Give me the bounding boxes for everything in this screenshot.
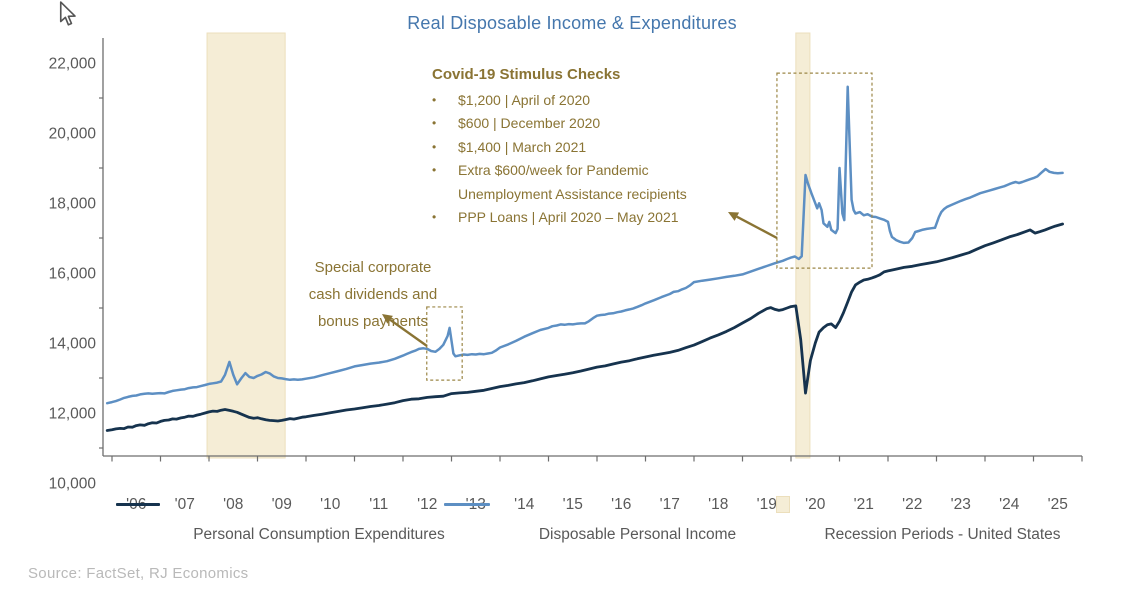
dpi-series-line [105, 85, 1064, 405]
legend-swatch-dpi [444, 503, 490, 506]
x-tick-label: '25 [1048, 496, 1068, 513]
x-tick-label: '10 [320, 496, 341, 513]
y-tick-label: 16,000 [49, 266, 97, 283]
x-tick-label: '22 [902, 496, 922, 513]
x-tick-label: '20 [805, 496, 826, 513]
mouse-cursor-icon [59, 1, 76, 26]
x-tick-label: '18 [708, 496, 728, 513]
annotation-arrowhead [728, 212, 740, 221]
x-tick-label: '11 [369, 496, 388, 513]
dividends-line: bonus payments [317, 313, 429, 330]
x-tick-label: '12 [417, 496, 437, 513]
bullet-dot-icon: • [432, 93, 437, 107]
bullet-dot-icon: • [432, 163, 437, 178]
legend-label-recession: Recession Periods - United States [824, 526, 1061, 543]
stimulus-heading: Covid-19 Stimulus Checks [432, 66, 621, 83]
x-tick-label: '15 [563, 496, 583, 513]
x-tick-label: '19 [757, 496, 777, 513]
x-tick-label: '14 [514, 496, 535, 513]
dividends-line: Special corporate [314, 259, 432, 276]
x-tick-label: '23 [951, 496, 971, 513]
highlight-box [426, 306, 463, 381]
stimulus-bullet: • $1,200 | April of 2020 [432, 89, 762, 112]
x-tick-label: '08 [223, 496, 243, 513]
legend-swatch-pce [116, 503, 160, 506]
x-tick-label: '17 [660, 496, 680, 513]
annotation-arrow-line [736, 215, 778, 240]
y-tick-label: 22,000 [49, 56, 97, 73]
dividends-line: cash dividends and [308, 286, 438, 303]
annotation-arrow-line [389, 318, 428, 347]
stimulus-annotation: Covid-19 Stimulus Checks • $1,200 | April… [432, 62, 762, 229]
stimulus-bullet: • Extra $600/week for Pandemic Unemployme… [432, 159, 762, 206]
pce-series-line [105, 222, 1064, 432]
y-tick-label: 12,000 [49, 406, 97, 423]
x-tick-label: '07 [175, 496, 195, 513]
stimulus-bullet: • $1,400 | March 2021 [432, 136, 762, 159]
x-tick-label: '16 [611, 496, 631, 513]
stimulus-bullet: • PPP Loans | April 2020 – May 2021 [432, 206, 762, 229]
legend-swatch-recession [776, 496, 790, 513]
chart-title: Real Disposable Income & Expenditures [407, 13, 737, 33]
bullet-dot-icon: • [432, 139, 437, 154]
y-tick-label: 10,000 [49, 476, 97, 493]
legend-label-dpi: Disposable Personal Income [538, 526, 737, 543]
recession-band [206, 32, 286, 459]
x-tick-label: '24 [999, 496, 1020, 513]
annotation-arrowhead [382, 314, 393, 324]
legend-label-pce: Personal Consumption Expenditures [193, 526, 445, 543]
highlight-box [776, 72, 873, 269]
source-text: Source: FactSet, RJ Economics [28, 565, 249, 582]
y-tick-label: 14,000 [49, 336, 97, 353]
y-tick-label: 20,000 [49, 126, 97, 143]
dividends-annotation: Special corporate cash dividends and bon… [282, 254, 464, 335]
stimulus-bullet-list: • $1,200 | April of 2020 • $600 | December… [432, 89, 762, 229]
y-tick-label: 18,000 [49, 196, 97, 213]
x-tick-label: '21 [854, 496, 874, 513]
x-tick-label: '09 [272, 496, 292, 513]
bullet-dot-icon: • [432, 210, 437, 225]
stimulus-bullet: • $600 | December 2020 [432, 112, 762, 135]
bullet-dot-icon: • [432, 116, 437, 131]
